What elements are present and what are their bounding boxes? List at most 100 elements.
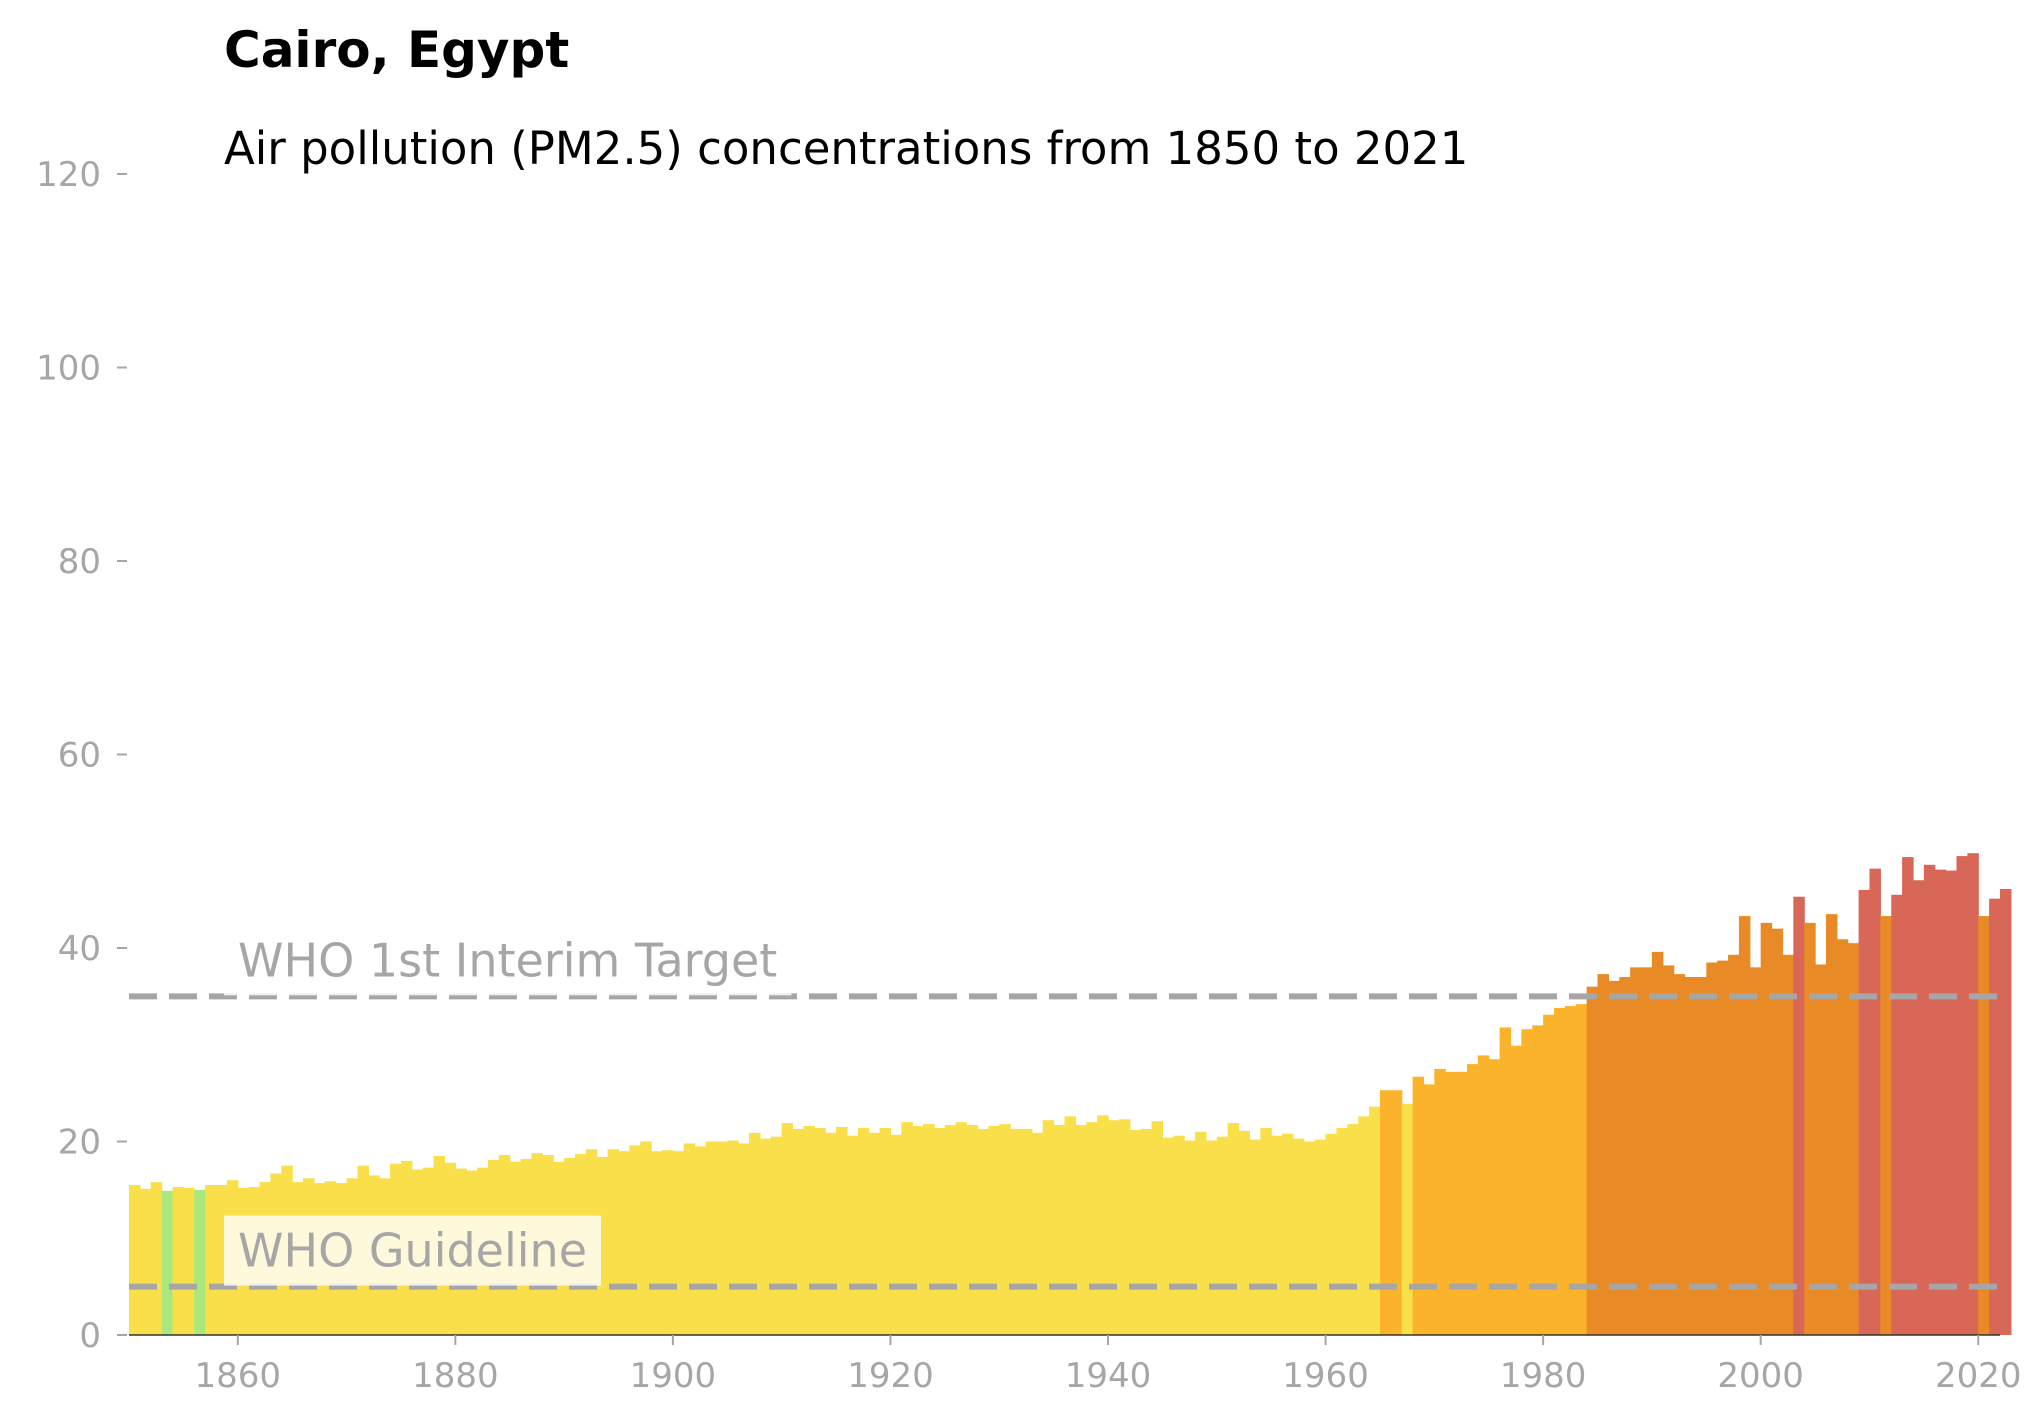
bar-1964 — [1369, 1106, 1381, 1335]
y-tick-label-120: 120 — [36, 155, 101, 195]
bar-2021 — [1989, 898, 2001, 1335]
bar-1969 — [1423, 1084, 1435, 1335]
bar-1909 — [770, 1136, 783, 1335]
bar-1916 — [846, 1135, 859, 1335]
bar-2015 — [1923, 864, 1936, 1335]
bar-2019 — [1967, 853, 1979, 1335]
bar-2017 — [1945, 870, 1958, 1335]
bar-1962 — [1347, 1124, 1359, 1335]
bar-2014 — [1912, 880, 1925, 1335]
bar-1912 — [803, 1126, 815, 1335]
chart-subtitle: Air pollution (PM2.5) concentrations fro… — [224, 122, 1468, 175]
bar-1929 — [988, 1126, 1000, 1335]
y-tick-label-100: 100 — [36, 349, 101, 389]
bar-1894 — [607, 1149, 620, 1335]
bar-1906 — [738, 1143, 750, 1335]
bar-1945 — [1162, 1137, 1174, 1335]
bar-1924 — [933, 1127, 946, 1335]
y-axis: 0 20 40 60 80 100 120 — [36, 155, 127, 1356]
bar-1898 — [651, 1151, 663, 1335]
bar-1999 — [1749, 967, 1762, 1335]
x-tick-label-1960: 1960 — [1282, 1356, 1369, 1396]
bar-2002 — [1782, 954, 1794, 1335]
bar-1971 — [1445, 1071, 1457, 1335]
bar-2020 — [1978, 916, 1990, 1335]
bar-1995 — [1706, 962, 1718, 1335]
bar-1952 — [1238, 1130, 1251, 1335]
bar-2013 — [1902, 857, 1914, 1335]
bar-1930 — [999, 1124, 1011, 1335]
bar-1959 — [1314, 1139, 1327, 1335]
bar-1902 — [694, 1146, 707, 1335]
bar-1980 — [1543, 1014, 1555, 1335]
bar-1922 — [912, 1126, 924, 1335]
bar-1897 — [640, 1141, 652, 1335]
y-tick-label-40: 40 — [58, 929, 101, 969]
bar-2004 — [1804, 922, 1816, 1335]
bar-1997 — [1728, 954, 1740, 1335]
bar-1910 — [781, 1123, 794, 1335]
bar-1852 — [150, 1182, 163, 1335]
bar-1990 — [1651, 951, 1664, 1335]
bar-1992 — [1673, 974, 1686, 1335]
bar-1996 — [1717, 960, 1729, 1335]
bar-1993 — [1684, 977, 1697, 1335]
bar-1896 — [629, 1145, 641, 1335]
bar-1932 — [1020, 1128, 1033, 1335]
bar-1987 — [1619, 977, 1631, 1335]
bar-1948 — [1195, 1131, 1207, 1335]
x-tick-label-1880: 1880 — [412, 1356, 499, 1396]
bar-1991 — [1662, 965, 1675, 1335]
bar-1917 — [857, 1127, 870, 1335]
bar-2010 — [1869, 868, 1881, 1335]
bar-1911 — [792, 1128, 805, 1335]
bar-1946 — [1173, 1135, 1185, 1335]
bar-1967 — [1401, 1103, 1414, 1335]
bar-1918 — [868, 1132, 881, 1335]
y-tick-label-80: 80 — [58, 542, 101, 582]
bar-1942 — [1129, 1129, 1142, 1335]
y-tick-label-0: 0 — [79, 1316, 101, 1356]
reference-label-background-0 — [224, 925, 792, 996]
bar-1854 — [172, 1186, 184, 1335]
bar-1893 — [596, 1156, 609, 1335]
bar-1988 — [1630, 967, 1642, 1335]
bar-1926 — [955, 1122, 968, 1335]
bar-1972 — [1456, 1071, 1468, 1335]
bar-1958 — [1303, 1141, 1316, 1335]
bar-1851 — [139, 1188, 152, 1335]
bar-1979 — [1532, 1025, 1544, 1335]
bar-1970 — [1434, 1068, 1446, 1335]
bar-1915 — [836, 1126, 848, 1335]
bar-1984 — [1586, 986, 1599, 1335]
bar-1935 — [1053, 1125, 1066, 1335]
bar-1989 — [1641, 967, 1653, 1335]
bar-1931 — [1010, 1128, 1022, 1335]
bar-1913 — [814, 1127, 826, 1335]
bar-2012 — [1891, 894, 1903, 1335]
bar-1901 — [683, 1143, 696, 1335]
bar-2008 — [1847, 943, 1860, 1335]
x-axis: 1860 1880 1900 1920 1940 1960 1980 2000 2020 — [129, 1334, 2022, 1396]
bar-1968 — [1412, 1076, 1425, 1335]
bar-2011 — [1880, 916, 1892, 1335]
bar-1908 — [759, 1138, 772, 1335]
bar-1923 — [923, 1124, 935, 1335]
y-tick-label-20: 20 — [58, 1123, 101, 1163]
bar-1933 — [1031, 1132, 1044, 1335]
bar-1963 — [1358, 1116, 1370, 1335]
bar-1928 — [977, 1128, 989, 1335]
bar-1941 — [1118, 1119, 1131, 1335]
bar-1975 — [1488, 1059, 1501, 1335]
bar-1857 — [205, 1185, 217, 1335]
bar-1981 — [1554, 1007, 1566, 1335]
bar-1937 — [1075, 1125, 1087, 1335]
bar-2006 — [1825, 914, 1838, 1335]
bar-1919 — [879, 1127, 892, 1335]
bar-1939 — [1097, 1115, 1109, 1335]
bar-2022 — [2000, 888, 2012, 1335]
bar-1921 — [901, 1122, 913, 1335]
bar-1907 — [749, 1132, 761, 1335]
bar-1956 — [1282, 1133, 1294, 1335]
